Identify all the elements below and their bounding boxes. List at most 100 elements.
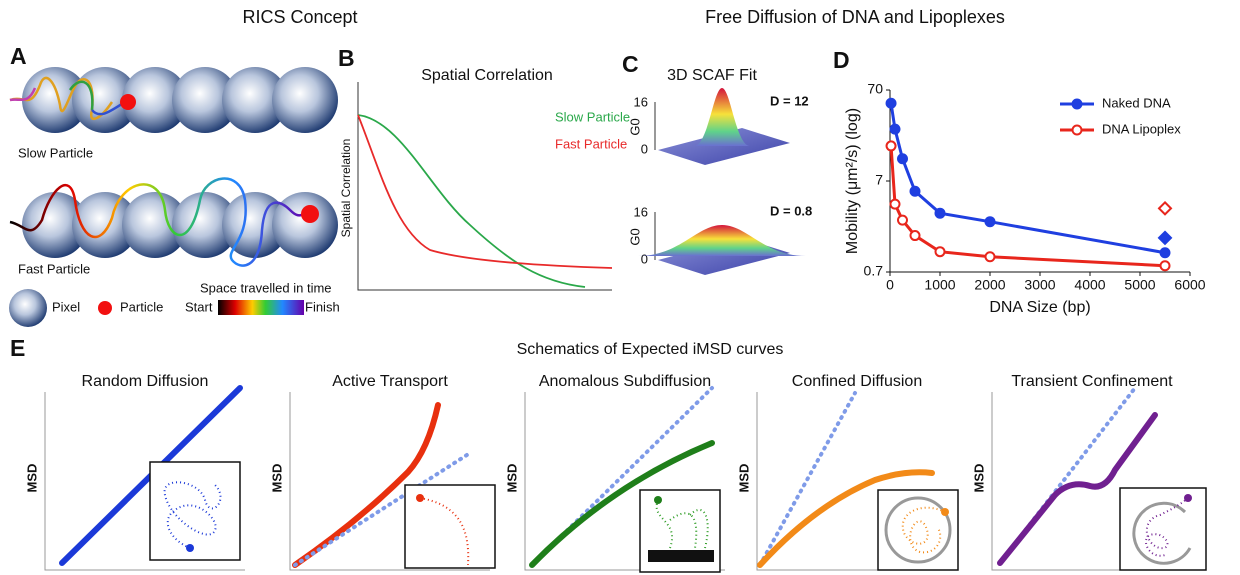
pixel [272,192,338,258]
y-label: Spatial Correlation [339,139,353,238]
panel-letter: A [10,43,27,69]
confinement [884,496,952,564]
plot-title: Confined Diffusion [792,373,922,390]
panel-letter: D [833,47,850,73]
plot-title: Transient Confinement [1011,373,1173,390]
y-label: MSD [24,464,39,493]
reference-line [293,451,472,567]
curve-label: Slow Particle [555,109,630,124]
data-point [984,251,996,263]
plot-title: Active Transport [332,373,448,390]
data-point [934,246,946,258]
particle [120,94,136,110]
legend-label: Naked DNA [1102,95,1171,110]
reference-line [758,391,857,567]
pixel [172,192,238,258]
data-point [909,230,921,242]
legend-label: Pixel [52,299,80,314]
x-tick-label: 4000 [1074,277,1105,293]
tick-label: 16 [634,204,648,219]
surface-peak [638,225,806,256]
inset-dot [1184,494,1192,502]
panel-letter: C [622,51,639,77]
inset [877,489,959,571]
y-label: MSD [504,464,519,493]
surface-peak [694,88,750,146]
inset-path [655,499,709,549]
data-point [1159,247,1171,259]
mobility-chart: D 0 1000 2000 3000 4000 5000 6000 0.7 7 70 DNA Size… [833,47,1206,316]
pixel [22,67,88,133]
legend-swatch [1071,98,1083,110]
data-point [885,97,897,109]
data-point [897,214,908,226]
axis-label: G0 [627,118,642,135]
x-label: DNA Size (bp) [989,299,1090,316]
y-label: MSD [269,464,284,493]
particle [301,205,319,223]
panel-title: 3D SCAF Fit [667,67,757,84]
pixel [222,67,288,133]
x-tick-label: 1000 [924,277,955,293]
slow-curve [357,114,586,288]
fit-label: D = 12 [770,93,809,108]
trajectory [68,80,94,111]
pixel [172,67,238,133]
imsd-plots: Random Diffusion MSD Active Transport MSD An… [24,373,1192,571]
x-tick-label: 2000 [974,277,1005,293]
plot-title: Random Diffusion [82,373,209,390]
msd-curve [292,402,441,568]
panel-letter: E [10,335,25,361]
marker [1157,200,1173,216]
y-label: MSD [971,464,986,493]
time-gradient [218,300,304,315]
x-tick-label: 3000 [1024,277,1055,293]
pixel-icon [9,289,47,327]
fast-curve [357,114,613,269]
inset-dot [416,494,424,502]
confinement [1132,501,1192,565]
header: RICS Concept [242,7,357,27]
fit-label: D = 0.8 [770,203,812,218]
tick-label: 0 [641,141,648,156]
data-point [885,140,897,152]
inset-dot [941,508,949,516]
panel-letter: B [338,45,355,71]
y-tick-label: 0.7 [864,263,884,279]
pixel [72,192,138,258]
row-label: Slow Particle [18,145,93,160]
scaf-plots: 16 0 G0 D = 12 16 0 G0 D = 0.8 [627,88,812,275]
tick-label: 0 [641,251,648,266]
trajectory [9,87,37,102]
row-label: Fast Particle [18,261,90,276]
legend-label: Finish [305,299,340,314]
surface [648,550,714,562]
y-tick-label: 7 [875,172,883,188]
data-point [889,198,901,210]
y-label: MSD [736,464,751,493]
y-tick-label: 70 [867,81,883,97]
pixel [122,192,188,258]
data-point [1159,260,1171,272]
axes [889,90,1190,273]
panel-title: Schematics of Expected iMSD curves [517,341,784,358]
data-point [889,123,901,135]
pixel [272,67,338,133]
inset-dot [186,544,194,552]
pixel-row [22,192,338,258]
axes [289,392,490,571]
data-point [897,153,908,165]
axis-label: G0 [627,228,642,245]
inset-dot [654,496,662,504]
msd-curve [997,412,1158,566]
trajectory [9,177,309,267]
curve-label: Fast Particle [555,136,627,151]
particle-icon [98,301,112,315]
axes [357,82,612,291]
data-point [909,185,921,197]
data-point [984,216,996,228]
plot-title: Anomalous Subdiffusion [539,373,711,390]
legend-label: Start [185,299,213,314]
